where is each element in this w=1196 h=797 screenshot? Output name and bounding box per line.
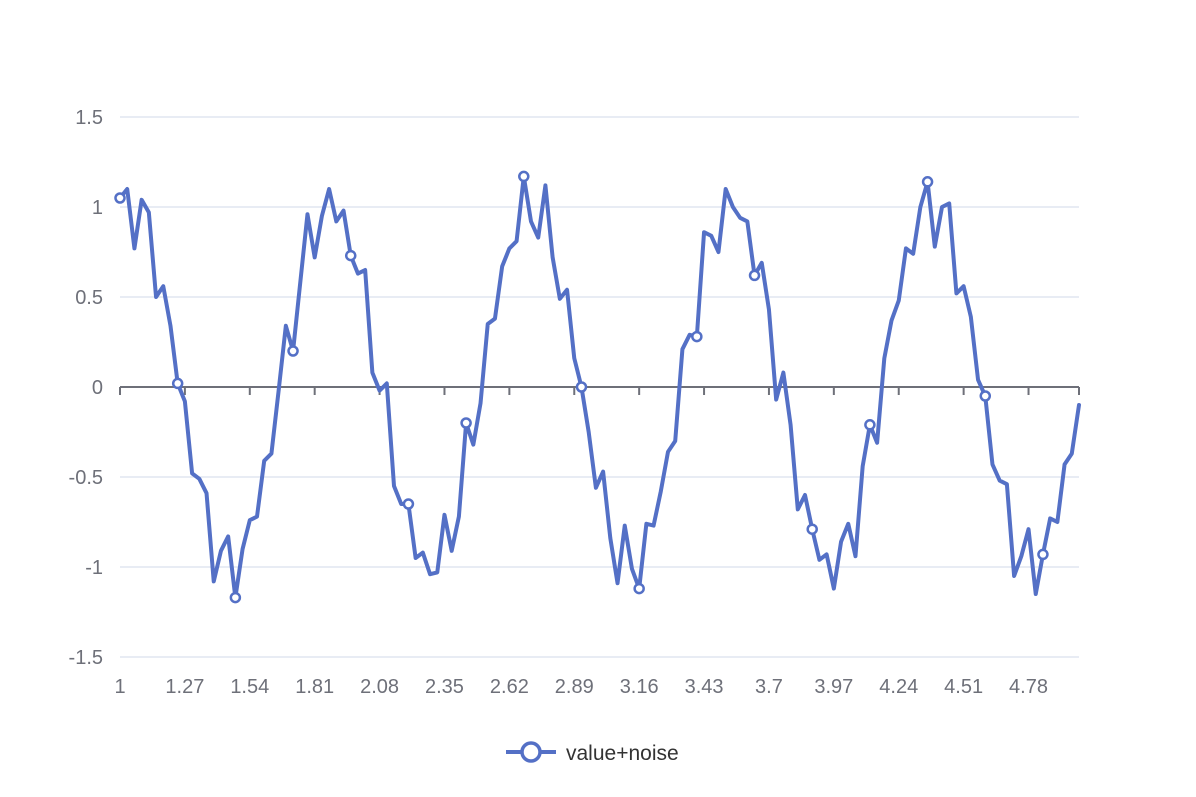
x-axis: 1 1.27 1.54 1.81 2.08 2.35 2.62 2.89 3.16 3.43 3.7… xyxy=(114,386,1080,698)
data-point[interactable] xyxy=(806,523,818,535)
series-group xyxy=(114,170,1081,604)
data-point[interactable] xyxy=(518,170,530,183)
x-tick-label: 1.27 xyxy=(165,676,204,698)
data-point[interactable] xyxy=(344,249,357,262)
data-point[interactable] xyxy=(287,345,299,357)
y-tick-label: 0 xyxy=(92,377,103,399)
data-point[interactable] xyxy=(171,377,184,390)
data-point[interactable] xyxy=(229,591,242,604)
x-tick-label: 1.81 xyxy=(295,676,334,698)
legend-symbol-icon[interactable] xyxy=(520,741,542,763)
legend[interactable]: value+noise xyxy=(506,741,679,765)
x-tick-label: 4.24 xyxy=(879,676,918,698)
data-point[interactable] xyxy=(402,498,415,510)
x-tick-label: 3.43 xyxy=(685,676,724,698)
x-tick-label: 1.54 xyxy=(230,676,269,698)
data-point[interactable] xyxy=(575,381,588,393)
x-tick-label: 2.35 xyxy=(425,676,464,698)
x-tick-label: 2.62 xyxy=(490,676,529,698)
y-axis: 1.5 1 0.5 0 -0.5 -1 -1.5 xyxy=(69,107,103,669)
series-line xyxy=(118,174,1081,600)
x-tick-label: 1 xyxy=(114,676,125,698)
y-tick-label: 1 xyxy=(92,197,103,219)
legend-label[interactable]: value+noise xyxy=(566,742,679,765)
y-tick-label: -1 xyxy=(85,557,103,579)
grid-lines xyxy=(120,116,1079,658)
data-point[interactable] xyxy=(921,176,934,188)
x-tick-label: 4.51 xyxy=(944,676,983,698)
x-tick-label: 3.16 xyxy=(620,676,659,698)
data-point[interactable] xyxy=(460,417,472,429)
x-tick-label: 2.08 xyxy=(360,676,399,698)
x-tick-label: 2.89 xyxy=(555,676,594,698)
y-tick-label: -0.5 xyxy=(69,467,103,489)
x-tick-label: 3.97 xyxy=(814,676,853,698)
y-tick-label: 0.5 xyxy=(75,287,103,309)
data-point[interactable] xyxy=(114,192,126,204)
y-tick-label: -1.5 xyxy=(69,647,103,669)
data-point[interactable] xyxy=(1037,548,1049,561)
data-point[interactable] xyxy=(979,390,992,402)
data-point[interactable] xyxy=(748,269,761,282)
data-point[interactable] xyxy=(633,582,645,595)
x-tick-label: 4.78 xyxy=(1009,676,1048,698)
y-tick-label: 1.5 xyxy=(75,107,103,129)
x-tick-label: 3.7 xyxy=(755,676,783,698)
data-point[interactable] xyxy=(864,419,876,431)
data-point[interactable] xyxy=(691,330,703,343)
